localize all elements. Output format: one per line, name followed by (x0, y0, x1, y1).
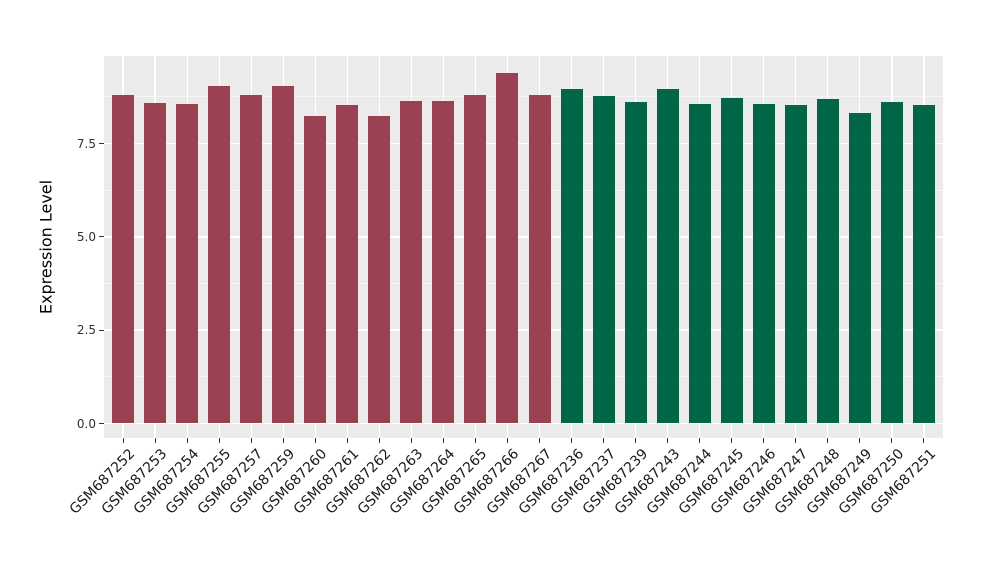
bar-GSM687261 (336, 105, 359, 424)
x-tick-mark (314, 438, 316, 443)
x-tick-mark (506, 438, 508, 443)
bar-GSM687264 (432, 100, 455, 424)
x-tick-mark (699, 438, 701, 443)
minor-gridline (104, 189, 943, 191)
x-tick-mark (571, 438, 573, 443)
y-tick-label: 2.5 (76, 323, 96, 338)
bar-GSM687248 (816, 98, 839, 424)
x-tick-mark (346, 438, 348, 443)
bar-GSM687266 (496, 73, 519, 424)
bar-GSM687245 (720, 97, 743, 424)
bar-GSM687236 (560, 88, 583, 424)
x-tick-mark (635, 438, 637, 443)
major-gridline (104, 236, 943, 238)
x-tick-mark (539, 438, 540, 443)
bar-GSM687243 (656, 88, 679, 424)
x-tick-mark (763, 438, 765, 443)
bar-GSM687265 (464, 94, 487, 424)
major-gridline (104, 422, 943, 425)
x-tick-mark (250, 438, 252, 443)
x-tick-mark (731, 438, 733, 443)
bar-GSM687252 (112, 95, 135, 424)
y-tick-label: 7.5 (76, 136, 96, 151)
bar-GSM687250 (880, 102, 903, 424)
bar-GSM687239 (624, 102, 647, 424)
y-tick-mark (99, 329, 104, 331)
x-tick-mark (603, 438, 605, 443)
bar-GSM687247 (784, 105, 807, 424)
bar-GSM687237 (592, 96, 615, 424)
x-tick-mark (378, 438, 380, 443)
x-tick-mark (827, 438, 829, 443)
x-tick-mark (667, 438, 669, 443)
minor-gridline (104, 96, 943, 98)
x-tick-mark (410, 438, 412, 443)
y-tick-label: 0.0 (76, 416, 96, 431)
bar-GSM687260 (304, 115, 327, 424)
minor-gridline (104, 376, 943, 378)
y-tick-label: 5.0 (76, 229, 96, 244)
x-tick-mark (923, 438, 925, 443)
y-tick-mark (99, 236, 104, 238)
bar-GSM687254 (176, 103, 199, 424)
major-gridline (104, 329, 943, 331)
bar-GSM687259 (272, 86, 295, 424)
bar-GSM687257 (240, 94, 263, 424)
x-tick-mark (859, 438, 861, 443)
bar-GSM687262 (368, 116, 391, 424)
y-tick-mark (99, 423, 104, 424)
bar-GSM687255 (208, 85, 231, 424)
y-tick-mark (99, 143, 104, 144)
x-tick-mark (442, 438, 444, 443)
x-tick-mark (122, 438, 124, 443)
bar-GSM687263 (400, 101, 423, 424)
x-tick-mark (154, 438, 156, 443)
bar-GSM687249 (848, 112, 871, 424)
x-tick-mark (795, 438, 797, 443)
bar-GSM687244 (688, 103, 711, 424)
minor-gridline (104, 283, 943, 284)
y-axis-title: Expression Level (36, 179, 56, 315)
x-tick-mark (218, 438, 220, 443)
bar-GSM687246 (752, 104, 775, 424)
bar-GSM687267 (528, 95, 551, 424)
x-tick-mark (891, 438, 893, 443)
x-tick-mark (282, 438, 284, 443)
bar-GSM687253 (144, 102, 167, 424)
plot-panel (104, 56, 943, 438)
x-tick-mark (474, 438, 476, 443)
bar-GSM687251 (912, 105, 935, 424)
major-gridline (104, 142, 943, 145)
x-tick-mark (186, 438, 188, 443)
